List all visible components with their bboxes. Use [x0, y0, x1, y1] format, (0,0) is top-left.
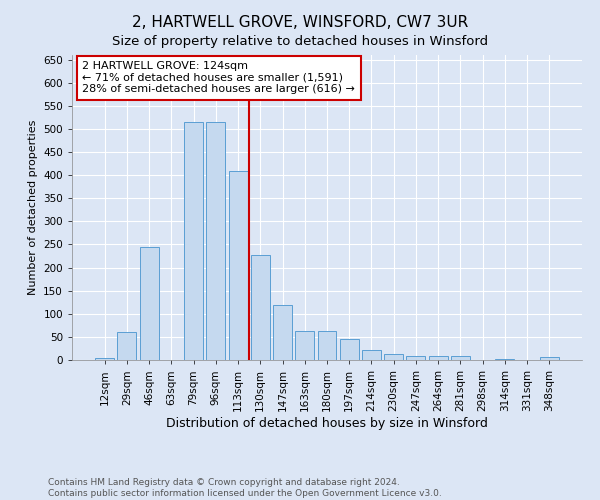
Bar: [229, 170, 248, 360]
X-axis label: Distribution of detached houses by size in Winsford: Distribution of detached houses by size …: [166, 416, 488, 430]
Bar: [317, 331, 337, 360]
Bar: [184, 122, 203, 360]
Bar: [340, 338, 359, 360]
Text: 2, HARTWELL GROVE, WINSFORD, CW7 3UR: 2, HARTWELL GROVE, WINSFORD, CW7 3UR: [132, 15, 468, 30]
Bar: [406, 356, 425, 360]
Bar: [295, 331, 314, 360]
Bar: [496, 358, 514, 360]
Bar: [95, 358, 114, 360]
Y-axis label: Number of detached properties: Number of detached properties: [28, 120, 38, 295]
Bar: [273, 304, 292, 360]
Bar: [429, 356, 448, 360]
Text: Contains HM Land Registry data © Crown copyright and database right 2024.
Contai: Contains HM Land Registry data © Crown c…: [48, 478, 442, 498]
Bar: [206, 122, 225, 360]
Text: Size of property relative to detached houses in Winsford: Size of property relative to detached ho…: [112, 35, 488, 48]
Bar: [362, 350, 381, 360]
Bar: [118, 332, 136, 360]
Bar: [140, 247, 158, 360]
Bar: [384, 354, 403, 360]
Bar: [451, 356, 470, 360]
Bar: [251, 254, 270, 360]
Bar: [540, 357, 559, 360]
Text: 2 HARTWELL GROVE: 124sqm
← 71% of detached houses are smaller (1,591)
28% of sem: 2 HARTWELL GROVE: 124sqm ← 71% of detach…: [82, 61, 355, 94]
